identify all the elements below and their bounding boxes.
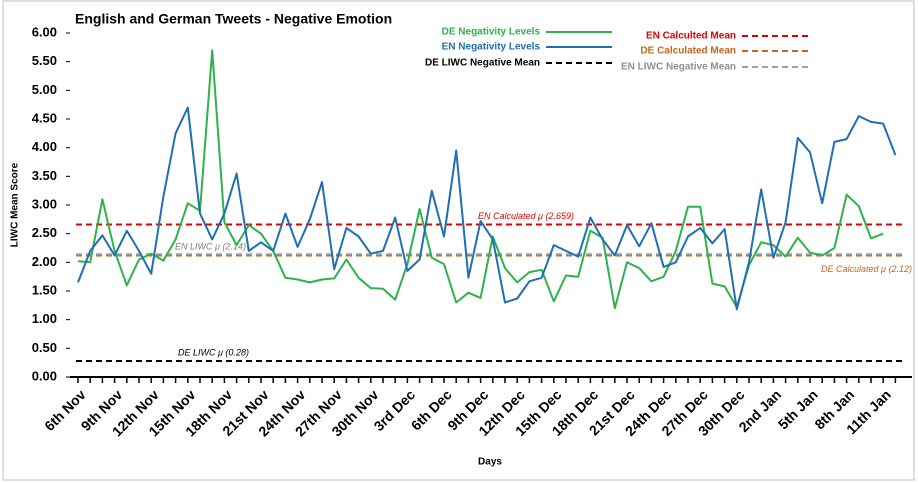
series-line bbox=[77, 106, 897, 311]
y-axis-label: LIWC Mean Score bbox=[10, 162, 21, 247]
legend-label: EN LIWC Negative Mean bbox=[621, 62, 736, 73]
legend-label: DE Calculated Mean bbox=[640, 46, 736, 57]
y-tick-label: 5.00 bbox=[32, 82, 57, 97]
y-tick-label: 2.00 bbox=[32, 254, 57, 269]
y-tick-label: 0.50 bbox=[32, 340, 57, 355]
legend-label: DE Negativity Levels bbox=[442, 27, 541, 38]
chart-title: English and German Tweets - Negative Emo… bbox=[75, 11, 392, 27]
y-tick-label: 2.50 bbox=[32, 225, 57, 240]
y-tick-label: 4.50 bbox=[32, 110, 57, 125]
y-tick-label: 1.00 bbox=[32, 311, 57, 326]
annotation: EN LIWC μ (2.14) bbox=[175, 242, 246, 252]
x-axis-label: Days bbox=[478, 457, 502, 468]
y-tick-label: 3.50 bbox=[32, 168, 57, 183]
y-tick-label: 1.50 bbox=[32, 282, 57, 297]
y-tick-label: 0.00 bbox=[32, 368, 57, 383]
annotation: DE Calculated μ (2.12) bbox=[821, 264, 912, 274]
y-tick-label: 6.00 bbox=[32, 24, 57, 39]
legend-label: DE LIWC Negative Mean bbox=[425, 58, 540, 69]
annotation: EN Calculated μ (2.659) bbox=[478, 211, 574, 221]
legend-label: EN Negativity Levels bbox=[442, 42, 541, 53]
y-tick-label: 5.50 bbox=[32, 53, 57, 68]
legend-label: EN Calculted Mean bbox=[646, 31, 736, 42]
annotation: DE LIWC μ (0.28) bbox=[178, 347, 249, 357]
y-tick-label: 4.00 bbox=[32, 139, 57, 154]
y-tick-label: 3.00 bbox=[32, 196, 57, 211]
